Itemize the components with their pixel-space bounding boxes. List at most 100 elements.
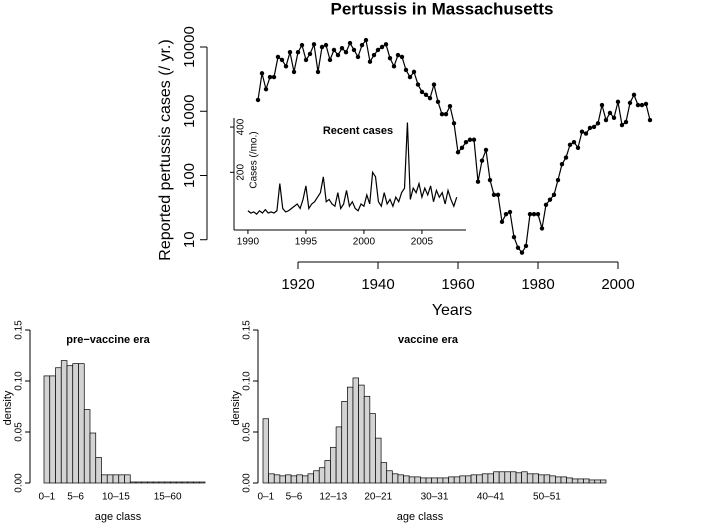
data-point — [443, 111, 449, 117]
data-point — [427, 95, 433, 101]
data-point — [327, 57, 333, 63]
data-point — [399, 54, 405, 60]
bar — [352, 377, 359, 484]
y-tick-label: 400 — [236, 118, 247, 135]
bar — [583, 478, 590, 484]
bar — [341, 401, 348, 484]
data-point — [267, 74, 273, 80]
data-point — [587, 125, 593, 131]
x-tick-label: 15–60 — [154, 492, 182, 503]
data-point — [595, 121, 601, 126]
bar — [515, 472, 523, 484]
bar — [296, 474, 303, 484]
bar — [141, 481, 148, 484]
bar — [470, 474, 478, 484]
bar — [285, 474, 292, 484]
data-point — [543, 202, 549, 207]
x-tick-label: 5–6 — [286, 492, 303, 503]
y-axis-label: density — [2, 390, 14, 425]
bar — [335, 426, 343, 484]
data-point — [255, 97, 261, 103]
y-tick-label: 0.05 — [14, 422, 25, 442]
bar — [268, 473, 275, 484]
data-point — [315, 69, 321, 75]
bar — [175, 481, 183, 484]
bar — [425, 477, 433, 484]
x-tick-label: 2005 — [411, 237, 434, 248]
bar — [307, 473, 314, 484]
bar — [375, 437, 382, 484]
bar — [83, 409, 91, 484]
bar — [170, 481, 177, 484]
data-point — [459, 145, 465, 150]
data-point — [455, 150, 461, 155]
data-point — [475, 179, 481, 184]
data-point — [435, 99, 441, 105]
bar — [414, 476, 421, 484]
x-tick-label: 0–1 — [257, 492, 274, 503]
bar — [198, 481, 206, 484]
data-point — [515, 245, 521, 250]
data-point — [423, 92, 429, 98]
bar — [453, 476, 461, 484]
data-point — [339, 45, 345, 51]
data-point — [623, 119, 629, 125]
data-point — [503, 211, 509, 217]
data-point — [359, 42, 365, 48]
data-point — [499, 219, 505, 225]
bar — [324, 460, 331, 484]
bar — [158, 481, 166, 484]
data-point — [303, 57, 309, 63]
data-point — [307, 51, 313, 57]
data-point — [487, 177, 493, 183]
bar — [193, 481, 200, 484]
bar — [380, 462, 388, 484]
bar — [363, 395, 371, 484]
bar — [129, 481, 137, 484]
data-point — [603, 117, 609, 123]
bar — [442, 477, 449, 484]
bar — [526, 473, 534, 484]
data-point — [599, 102, 605, 108]
bar — [420, 477, 427, 484]
bar — [346, 386, 354, 484]
y-axis-label: density — [230, 390, 242, 425]
bar — [164, 481, 171, 484]
bar — [386, 470, 393, 484]
y-tick-label: 1000 — [181, 95, 198, 128]
data-point — [551, 192, 557, 198]
data-point — [407, 74, 413, 80]
bar — [49, 375, 56, 484]
bar — [181, 481, 189, 484]
data-point — [263, 87, 269, 92]
x-tick-label: 2000 — [353, 237, 376, 248]
bar — [358, 384, 365, 484]
data-point — [319, 44, 325, 50]
data-point — [579, 129, 585, 134]
data-point — [403, 67, 409, 73]
data-point — [635, 102, 641, 108]
bar — [152, 481, 160, 484]
x-axis-label: age class — [95, 511, 142, 523]
data-point — [535, 211, 541, 217]
data-point — [295, 50, 301, 55]
data-point — [483, 147, 489, 153]
bar — [577, 478, 584, 484]
data-point — [471, 137, 477, 142]
data-point — [323, 42, 329, 48]
bar — [532, 473, 539, 484]
bar — [72, 363, 79, 484]
bar — [549, 475, 556, 484]
data-point — [531, 211, 537, 217]
chart-title: pre−vaccine era — [66, 334, 150, 346]
data-point — [631, 92, 637, 98]
bar — [106, 474, 114, 484]
bar — [290, 475, 298, 484]
data-point — [311, 42, 317, 47]
data-point — [375, 47, 381, 53]
chart-title: Pertussis in Massachusetts — [331, 0, 554, 18]
y-tick-label: 200 — [236, 164, 247, 181]
data-point — [371, 52, 377, 58]
data-point — [511, 234, 517, 240]
bar — [588, 479, 596, 484]
